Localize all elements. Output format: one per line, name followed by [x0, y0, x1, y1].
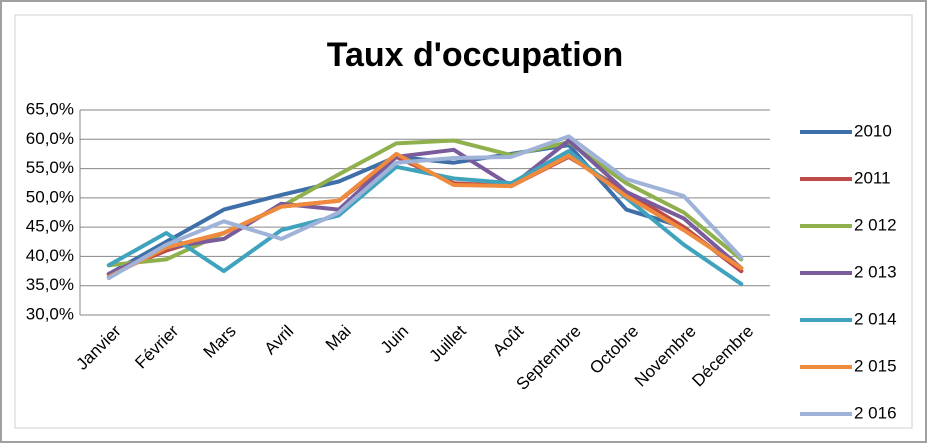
series-line — [106, 134, 744, 281]
legend-label: 2 015 — [854, 356, 897, 375]
legend-label: 2 014 — [854, 309, 897, 328]
y-tick-label: 35,0% — [26, 275, 74, 294]
chart-title: Taux d'occupation — [327, 36, 623, 74]
inner-frame — [14, 14, 913, 429]
y-tick-label: 65,0% — [26, 99, 74, 118]
y-tick-label: 30,0% — [26, 304, 74, 323]
legend-label: 2010 — [854, 121, 892, 140]
legend-label: 2 016 — [854, 403, 897, 422]
y-tick-label: 60,0% — [26, 129, 74, 148]
y-tick-label: 55,0% — [26, 158, 74, 177]
series-line — [106, 149, 744, 286]
legend-label: 2 012 — [854, 215, 897, 234]
legend-label: 2 013 — [854, 262, 897, 281]
series-line — [106, 138, 744, 276]
legend-label: 2011 — [854, 168, 891, 187]
series-line — [106, 151, 744, 279]
y-tick-label: 50,0% — [26, 187, 74, 206]
y-tick-label: 45,0% — [26, 217, 74, 236]
y-tick-label: 40,0% — [26, 246, 74, 265]
